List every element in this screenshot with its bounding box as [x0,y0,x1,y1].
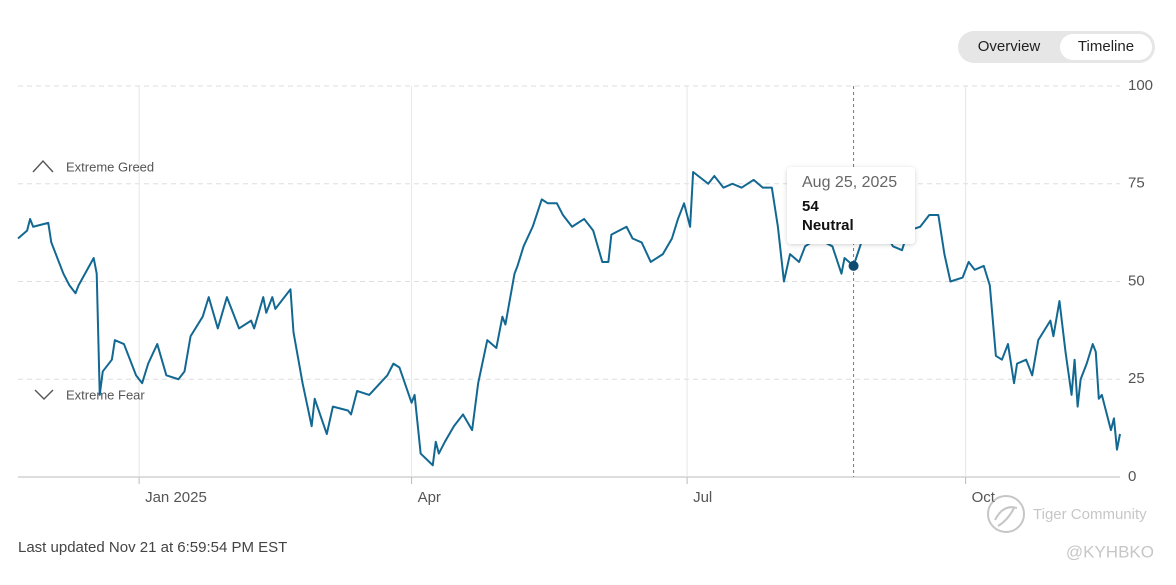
x-tick-label: Oct [972,489,996,506]
tooltip-date: Aug 25, 2025 [802,174,897,191]
watermark-handle: @KYHBKO [1066,542,1154,561]
watermark-logo-mark [994,506,1018,527]
x-tick-label: Jul [693,489,712,506]
watermark-text: Tiger Community [1033,506,1147,523]
x-tick-label: Apr [418,489,441,506]
annotations: Extreme Greed Extreme Fear [32,159,154,402]
grid: 0 25 50 75 100 Jan 2025 Apr Jul Oct [18,77,1153,506]
plot [17,86,1121,477]
tooltip-box [787,167,915,244]
toggle-timeline[interactable]: Timeline [1078,38,1134,55]
fear-chevron [34,389,54,400]
y-tick-label: 50 [1128,272,1145,289]
hover-dot [848,260,859,271]
toggle-overview[interactable]: Overview [978,38,1041,55]
watermark: Tiger Community @KYHBKO [987,495,1154,561]
tooltip-value: 54 [802,198,819,215]
y-tick-label: 0 [1128,468,1136,485]
tooltip-rating: Neutral [802,217,854,234]
annotation: Extreme Greed [66,159,154,174]
footer: Last updated Nov 21 at 6:59:54 PM EST [18,539,287,556]
annotation: Extreme Fear [66,387,145,402]
watermark-logo [987,495,1025,533]
y-tick-label: 100 [1128,77,1153,94]
toggle-selected-bg [1060,34,1152,60]
tooltip: Aug 25, 2025 54 Neutral [787,167,915,244]
toggle-group: Overview Timeline [958,31,1155,63]
x-tick-label: Jan 2025 [145,489,207,506]
greed-chevron [32,159,54,173]
y-tick-label: 25 [1128,370,1145,387]
line-series [17,171,1121,467]
y-tick-label: 75 [1128,175,1145,192]
